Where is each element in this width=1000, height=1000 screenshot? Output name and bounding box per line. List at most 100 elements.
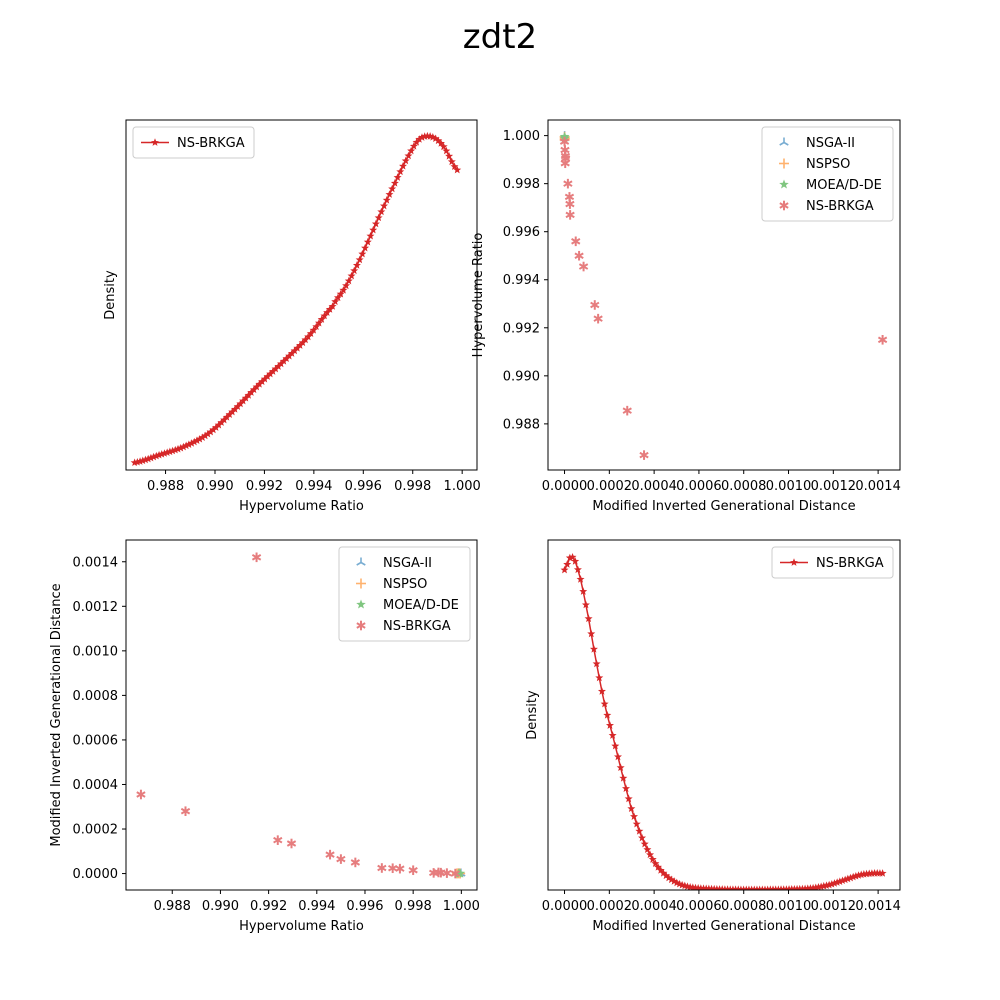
legend-marker	[790, 558, 798, 566]
data-point	[163, 448, 172, 456]
data-point	[579, 587, 588, 595]
data-point	[328, 302, 337, 310]
data-point	[350, 266, 359, 275]
data-point	[632, 819, 641, 828]
data-point-ns-brkga	[251, 552, 262, 563]
data-point	[306, 329, 315, 338]
data-point	[605, 721, 614, 729]
y-axis-label: Hypervolume Ratio	[471, 233, 486, 358]
y-tick-label: 0.0008	[73, 689, 119, 704]
data-point	[298, 338, 307, 347]
data-point	[592, 659, 601, 668]
data-point	[374, 213, 383, 222]
data-point-ns-brkga	[559, 136, 570, 147]
data-point	[149, 452, 158, 461]
legend-label: NSGA-II	[806, 136, 855, 151]
data-point	[878, 869, 887, 877]
x-tick-label: 0.994	[298, 899, 335, 914]
panel-migd-density: 0.0000 0.0002 0.0004 0.0006 0.0008 0.0010 0.00…	[525, 539, 901, 934]
legend-label: NSPSO	[806, 157, 850, 172]
data-point	[247, 388, 256, 396]
data-point	[627, 804, 636, 813]
data-point	[249, 385, 258, 394]
data-point	[412, 138, 421, 146]
data-point-moea-d-de	[455, 868, 466, 878]
data-point	[314, 318, 323, 327]
y-tick-label: 0.0002	[73, 823, 119, 838]
data-point	[841, 875, 850, 884]
data-point	[833, 878, 842, 886]
data-point	[619, 774, 628, 782]
data-point	[587, 629, 596, 638]
series-line-ns-brkga	[134, 135, 458, 464]
x-tick-label: 0.0008	[721, 479, 767, 494]
data-point	[581, 600, 590, 609]
x-tick-label: 0.988	[147, 479, 184, 494]
axes-frame	[547, 119, 901, 471]
data-point	[225, 410, 234, 418]
data-point	[857, 870, 866, 879]
data-point	[603, 711, 612, 719]
data-point	[624, 794, 633, 803]
data-point	[409, 142, 418, 150]
data-point	[407, 146, 416, 155]
data-point	[390, 179, 399, 187]
x-tick-label: 0.0004	[631, 899, 677, 914]
x-tick-label: 0.0014	[855, 899, 901, 914]
x-tick-label: 0.990	[196, 479, 233, 494]
data-point	[830, 879, 839, 887]
data-point	[638, 833, 647, 842]
legend-label: NSPSO	[383, 577, 427, 592]
legend-entry: NS-BRKGA	[356, 619, 451, 634]
data-point	[838, 876, 847, 885]
data-point	[325, 305, 334, 313]
data-point	[290, 346, 299, 355]
x-tick-label: 1.000	[444, 479, 481, 494]
data-point-ns-brkga	[560, 153, 571, 164]
y-tick-label: 0.0004	[73, 778, 119, 793]
data-point	[174, 444, 183, 453]
legend-label: MOEA/D-DE	[806, 178, 882, 193]
x-axis-label: Hypervolume Ratio	[239, 919, 364, 934]
data-point	[428, 133, 437, 141]
data-point	[339, 286, 348, 294]
legend-entry: NSGA-II	[779, 136, 855, 151]
data-point	[401, 156, 410, 165]
data-point	[648, 855, 657, 863]
x-tick-label: 0.998	[395, 899, 432, 914]
data-point	[450, 162, 459, 171]
x-tick-label: 0.0008	[721, 899, 767, 914]
x-tick-label: 0.0002	[587, 899, 633, 914]
data-point	[366, 231, 375, 240]
data-point	[152, 451, 161, 460]
data-point-ns-brkga	[565, 199, 575, 209]
data-point	[176, 443, 185, 452]
data-point	[611, 741, 620, 750]
y-tick-label: 0.992	[503, 321, 540, 336]
data-point	[352, 261, 361, 269]
legend-marker	[779, 179, 789, 189]
data-point-ns-brkga	[565, 210, 575, 220]
y-tick-label: 0.998	[503, 177, 540, 192]
x-tick-label: 0.0006	[676, 899, 722, 914]
data-point	[287, 349, 296, 357]
legend-marker	[356, 599, 366, 609]
legend-entry: MOEA/D-DE	[356, 598, 459, 613]
data-point	[613, 752, 622, 761]
data-point	[814, 882, 823, 890]
data-point	[399, 161, 408, 170]
data-point	[664, 873, 673, 882]
data-point	[371, 219, 380, 228]
x-tick-label: 0.992	[250, 899, 287, 914]
data-point	[415, 135, 424, 143]
y-tick-label: 0.990	[503, 369, 540, 384]
y-tick-label: 0.0010	[73, 644, 119, 659]
legend: NSGA-II NSPSO MOEA/D-DE NS-BRKGA	[338, 546, 471, 642]
data-point	[182, 441, 191, 450]
data-point-ns-brkga	[180, 806, 191, 817]
data-point	[672, 878, 681, 887]
x-tick-label: 0.0010	[766, 479, 812, 494]
data-point-ns-brkga	[639, 450, 649, 460]
data-point	[442, 146, 451, 155]
figure-title: zdt2	[463, 17, 537, 57]
